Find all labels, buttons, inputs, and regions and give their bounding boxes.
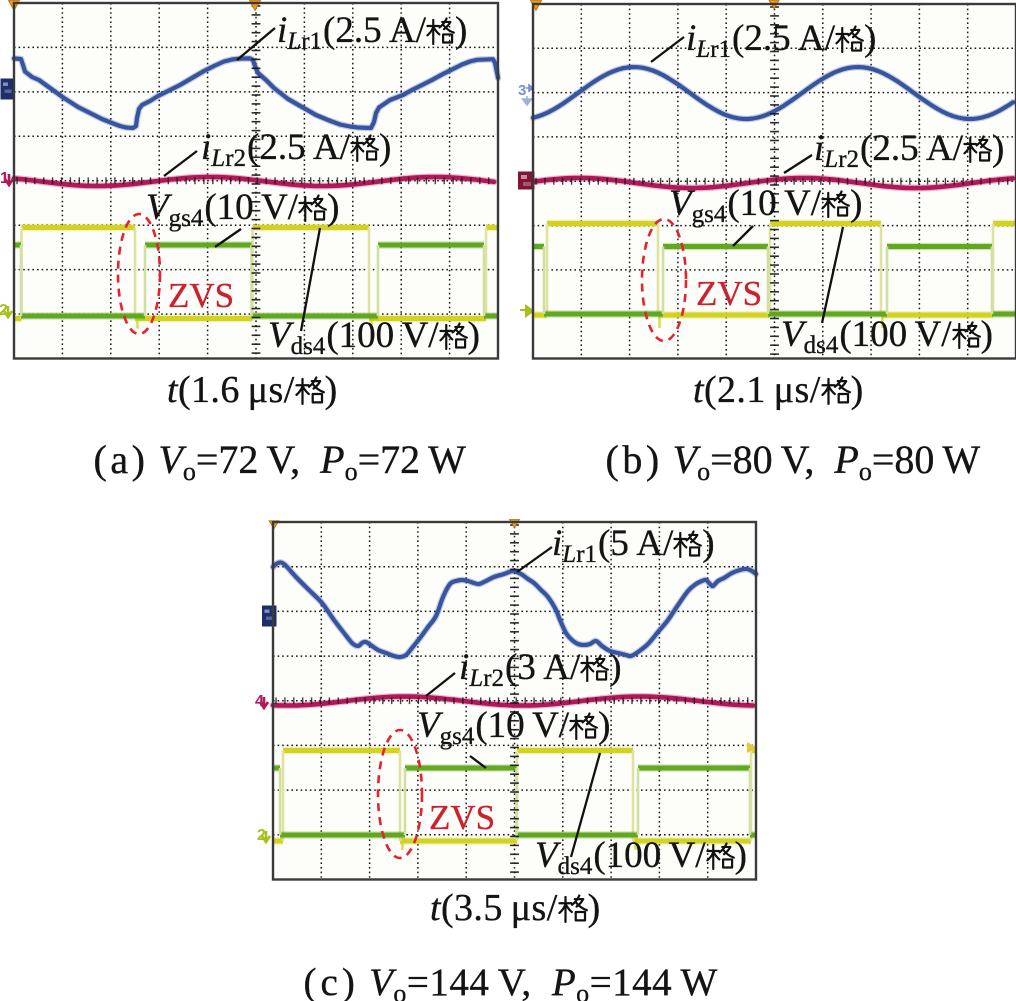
- svg-text:4: 4: [255, 693, 264, 710]
- svg-text:2: 2: [257, 827, 266, 844]
- svg-text:1: 1: [0, 170, 9, 187]
- svg-text:3: 3: [518, 82, 526, 99]
- svg-text:2: 2: [0, 302, 8, 319]
